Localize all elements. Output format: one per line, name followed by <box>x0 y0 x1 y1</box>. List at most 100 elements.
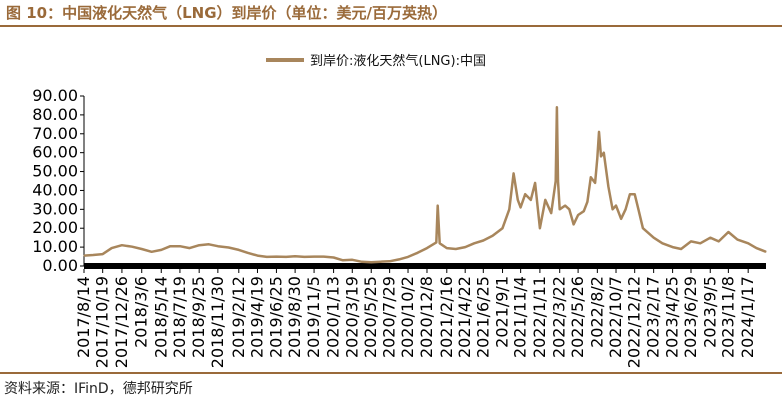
x-tick-label: 2017/12/26 <box>112 276 131 368</box>
y-axis: 0.0010.0020.0030.0040.0050.0060.0070.008… <box>32 86 85 275</box>
y-tick-label: 0.00 <box>42 256 78 275</box>
data-point <box>275 256 277 258</box>
data-point <box>530 199 532 201</box>
x-tick-label: 2019/4/19 <box>247 276 266 358</box>
data-point <box>455 248 457 250</box>
data-point <box>217 245 219 247</box>
data-point <box>534 182 536 184</box>
x-tick-label: 2021/2/16 <box>437 276 456 358</box>
x-tick-label: 2023/9/5 <box>700 276 719 348</box>
data-point <box>160 249 162 251</box>
data-point <box>389 260 391 262</box>
x-tick-label: 2018/3/6 <box>132 276 151 348</box>
x-tick-label: 2020/7/29 <box>380 276 399 358</box>
data-point <box>539 227 541 229</box>
data-point <box>501 227 504 229</box>
figure-title: 图 10：中国液化天然气（LNG）到岸价（单位：美元/百万英热） <box>6 4 448 22</box>
data-point <box>189 247 191 249</box>
data-point <box>111 247 113 249</box>
data-point <box>564 205 566 207</box>
data-point <box>417 252 419 254</box>
data-point <box>492 235 494 237</box>
x-tick-label: 2019/6/25 <box>266 276 285 358</box>
data-point <box>342 259 344 261</box>
data-point <box>228 246 230 249</box>
x-tick-label: 2019/11/5 <box>304 276 323 358</box>
x-tick-label: 2018/7/19 <box>170 276 189 358</box>
data-point <box>141 248 143 250</box>
data-point <box>765 251 767 253</box>
data-point <box>102 253 104 255</box>
y-tick-label: 50.00 <box>32 162 78 181</box>
data-point <box>594 182 596 184</box>
data-point <box>370 261 372 263</box>
source-note: 资料来源：IFinD，德邦研究所 <box>4 381 193 397</box>
data-point <box>131 246 133 248</box>
x-tick-label: 2023/4/25 <box>663 276 682 358</box>
data-point <box>508 208 510 210</box>
x-tick-label: 2022/10/7 <box>606 276 625 358</box>
data-point <box>577 214 579 216</box>
data-point <box>256 255 259 257</box>
x-tick-label: 2017/8/14 <box>74 276 93 358</box>
data-point <box>294 255 296 257</box>
x-tick-label: 2020/3/19 <box>342 276 361 358</box>
data-point <box>380 261 382 263</box>
data-point <box>661 242 664 244</box>
x-tick-label: 2022/1/11 <box>530 276 549 358</box>
x-tick-label: 2018/5/14 <box>151 276 170 358</box>
data-point <box>208 243 210 245</box>
data-point <box>590 176 592 178</box>
legend-label: 到岸价:液化天然气(LNG):中国 <box>310 53 486 69</box>
data-point <box>573 223 575 225</box>
data-point <box>620 218 622 220</box>
x-tick-label: 2023/6/29 <box>681 276 700 358</box>
data-point <box>513 172 515 174</box>
x-tick-label: 2021/11/4 <box>511 276 530 358</box>
data-point <box>559 208 561 210</box>
data-point <box>473 242 475 244</box>
data-point <box>179 245 181 247</box>
y-tick-label: 10.00 <box>32 237 78 256</box>
y-tick-label: 30.00 <box>32 199 78 218</box>
y-tick-label: 20.00 <box>32 218 78 237</box>
chart-legend: 到岸价:液化天然气(LNG):中国 <box>266 53 486 69</box>
data-point <box>524 193 526 195</box>
x-tick-label: 2022/5/26 <box>568 276 587 358</box>
data-point <box>603 152 605 154</box>
data-point <box>285 256 287 258</box>
data-point <box>709 237 711 239</box>
data-point <box>747 242 749 244</box>
x-tick-label: 2020/12/8 <box>417 276 436 358</box>
data-point <box>83 255 85 257</box>
x-tick-label: 2023/11/8 <box>718 276 737 358</box>
data-point <box>586 201 589 203</box>
data-point <box>313 256 315 258</box>
data-point <box>517 199 519 201</box>
data-point <box>557 180 559 182</box>
data-point <box>634 193 636 195</box>
data-point <box>596 157 598 159</box>
data-point <box>169 245 171 247</box>
data-point <box>435 241 437 243</box>
data-point <box>672 246 674 248</box>
y-tick-label: 90.00 <box>32 86 78 105</box>
data-point <box>583 210 585 212</box>
x-axis: 2017/8/14 2017/10/19 2017/12/26 2018/3/6 201… <box>74 263 766 368</box>
data-point <box>398 258 400 260</box>
data-point <box>612 208 614 210</box>
data-point <box>323 256 325 258</box>
x-tick-label: 2021/9/1 <box>493 276 512 348</box>
data-point <box>625 208 627 210</box>
x-tick-label: 2022/3/22 <box>550 276 569 358</box>
title-rule <box>0 25 782 27</box>
x-tick-label: 2019/8/30 <box>285 276 304 358</box>
y-tick-label: 40.00 <box>32 180 78 199</box>
data-point <box>198 244 200 246</box>
data-point <box>464 246 466 248</box>
y-tick-label: 80.00 <box>32 105 78 124</box>
x-tick-label: 2023/2/17 <box>644 276 663 358</box>
x-tick-label: 2021/4/22 <box>455 276 474 358</box>
data-point <box>556 106 558 108</box>
x-tick-label: 2022/8/2 <box>587 276 606 348</box>
